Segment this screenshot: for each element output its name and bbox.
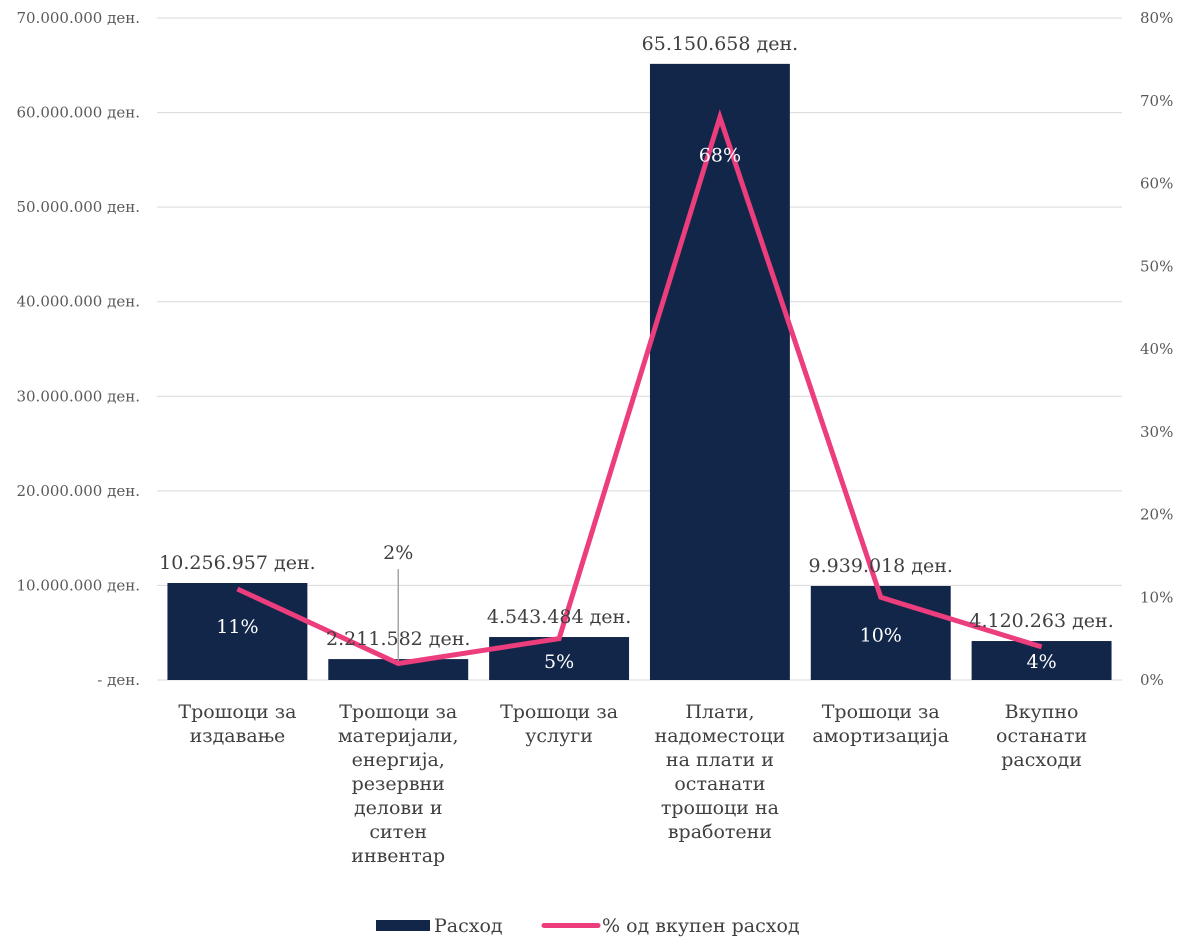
left-tick-label: 50.000.000 ден. [16,198,140,216]
category-label-line: амортизација [812,725,949,747]
left-tick-label: 10.000.000 ден. [16,576,140,594]
bar [971,641,1112,680]
legend-bar-label: Расход [434,915,503,937]
bar-value-label: 65.150.658 ден. [642,33,798,55]
bar-value-label: 2.211.582 ден. [326,628,470,650]
right-tick-label: 70% [1140,92,1173,110]
right-tick-label: 20% [1140,506,1173,524]
category-label-line: Плати, [685,701,754,723]
right-tick-label: 10% [1140,588,1173,606]
left-tick-label: - ден. [97,671,140,689]
right-tick-label: 40% [1140,340,1173,358]
percent-data-labels: 11% 2% 5% 68% 10% 4% [216,144,1056,673]
category-label: Трошоци за амортизација [812,701,949,747]
category-label: Трошоци за материјали, енергија, резервни де… [338,701,459,867]
category-label-line: материјали, [338,725,459,747]
category-label-line: расходи [1001,749,1082,771]
category-label: Трошоци за услуги [500,701,618,747]
category-label-line: надоместоци [655,725,786,747]
category-label-line: ситен [369,821,427,843]
right-tick-label: 30% [1140,423,1173,441]
percent-line [236,109,1043,667]
bar-value-label: 4.543.484 ден. [487,606,631,628]
category-label-line: Вкупно [1005,701,1079,723]
bar-value-label: 10.256.957 ден. [159,552,315,574]
left-tick-label: 70.000.000 ден. [16,9,140,27]
category-label-line: останати [674,773,765,795]
right-tick-label: 50% [1140,257,1173,275]
gridlines [157,17,1122,681]
percent-label: 2% [383,542,413,564]
category-label-line: енергија, [352,749,445,771]
left-tick-label: 60.000.000 ден. [16,104,140,122]
category-label-line: Трошоци за [500,701,618,723]
category-label-line: Трошоци за [339,701,457,723]
bar [810,586,951,680]
bar [328,659,469,680]
left-tick-label: 30.000.000 ден. [16,387,140,405]
category-label-line: резервни [352,773,445,795]
legend-bar-swatch [376,920,430,931]
category-label-line: останати [996,725,1087,747]
bar-series [167,63,1112,681]
bar-data-labels: 10.256.957 ден. 2.211.582 ден. 4.543.484 д… [159,33,1114,650]
bar-value-label: 9.939.018 ден. [809,555,953,577]
right-tick-label: 60% [1140,175,1173,193]
right-tick-label: 0% [1140,671,1164,689]
right-axis: 0% 10% 20% 30% 40% 50% 60% 70% 80% [1140,9,1173,689]
category-label-line: Трошоци за [178,701,296,723]
legend: Расход % од вкупен расход [376,915,800,937]
category-label-line: издавање [190,725,286,747]
left-tick-label: 20.000.000 ден. [16,482,140,500]
category-label: Вкупно останати расходи [996,701,1087,771]
bar [167,582,308,680]
category-label-line: вработени [668,821,772,843]
line-series [236,109,1043,667]
percent-label: 4% [1027,651,1057,673]
percent-label: 68% [699,144,741,166]
category-label-line: трошоци на [661,797,779,819]
left-tick-label: 40.000.000 ден. [16,293,140,311]
category-label: Трошоци за издавање [178,701,296,747]
legend-line-label: % од вкупен расход [602,915,800,937]
category-label-line: делови и [354,797,443,819]
right-tick-label: 80% [1140,9,1173,27]
percent-label: 11% [216,616,258,638]
category-label-line: услуги [525,725,593,747]
category-label: Плати, надоместоци на плати и останати трошо… [655,701,786,843]
category-label-line: на плати и [666,749,774,771]
category-label-line: инвентар [351,845,445,867]
bar-value-label: 4.120.263 ден. [969,610,1113,632]
left-axis: - ден. 10.000.000 ден. 20.000.000 ден. 30.0… [16,9,140,689]
category-label-line: Трошоци за [822,701,940,723]
percent-label: 5% [544,651,574,673]
percent-label: 10% [860,624,902,646]
bar [649,63,790,681]
